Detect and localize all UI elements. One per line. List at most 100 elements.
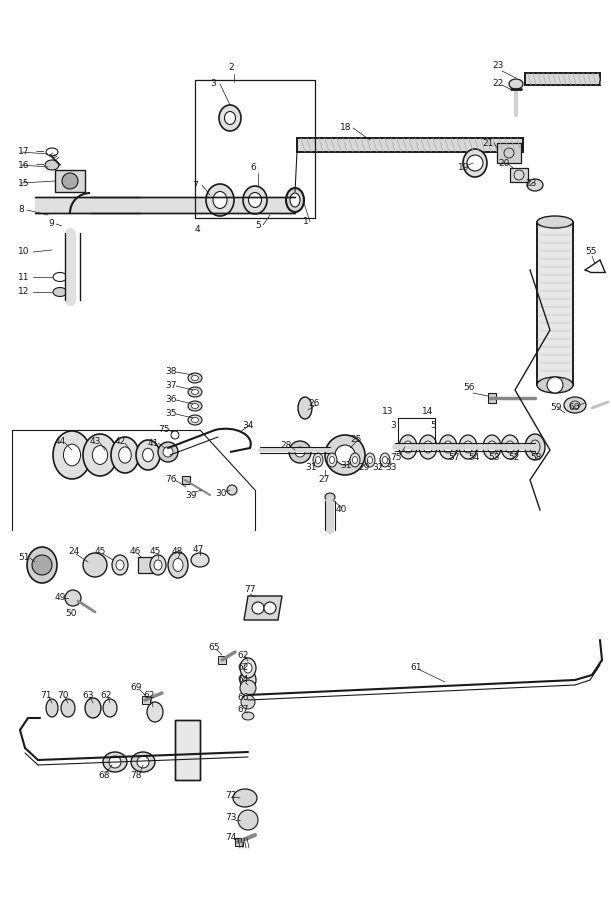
Text: 63: 63 xyxy=(82,690,93,699)
Text: 16: 16 xyxy=(18,160,29,169)
Text: 10: 10 xyxy=(18,248,29,256)
Text: 24: 24 xyxy=(68,547,79,556)
Ellipse shape xyxy=(525,434,545,460)
Text: 70: 70 xyxy=(57,690,68,699)
Ellipse shape xyxy=(329,456,334,464)
Bar xyxy=(235,838,243,846)
Text: 3: 3 xyxy=(390,420,396,429)
Bar xyxy=(497,143,521,163)
Ellipse shape xyxy=(399,435,417,459)
Ellipse shape xyxy=(206,184,234,216)
Text: 39: 39 xyxy=(185,491,197,500)
Ellipse shape xyxy=(191,403,199,409)
Ellipse shape xyxy=(83,434,117,476)
Circle shape xyxy=(252,602,264,614)
Bar xyxy=(218,656,226,664)
Text: 71: 71 xyxy=(40,690,51,699)
Ellipse shape xyxy=(367,456,373,464)
Ellipse shape xyxy=(64,445,81,466)
Ellipse shape xyxy=(382,456,387,464)
Text: 77: 77 xyxy=(244,586,255,595)
Ellipse shape xyxy=(85,698,101,718)
Circle shape xyxy=(83,553,107,577)
Text: 9: 9 xyxy=(48,220,54,229)
Text: 53: 53 xyxy=(488,454,500,463)
Circle shape xyxy=(264,602,276,614)
Text: 19: 19 xyxy=(458,164,469,173)
Ellipse shape xyxy=(45,160,59,170)
Text: 48: 48 xyxy=(172,547,183,556)
Circle shape xyxy=(158,442,178,462)
Ellipse shape xyxy=(112,555,128,575)
Text: 14: 14 xyxy=(422,408,433,417)
Ellipse shape xyxy=(505,441,514,453)
Circle shape xyxy=(289,441,311,463)
Circle shape xyxy=(335,445,355,465)
Text: 21: 21 xyxy=(482,139,493,148)
Ellipse shape xyxy=(423,441,433,453)
Circle shape xyxy=(241,695,255,709)
Bar xyxy=(525,73,600,85)
Text: 42: 42 xyxy=(115,436,126,446)
Polygon shape xyxy=(244,596,282,620)
Circle shape xyxy=(32,555,52,575)
Text: 20: 20 xyxy=(498,158,510,167)
Circle shape xyxy=(163,447,173,457)
Text: 38: 38 xyxy=(165,367,177,376)
Ellipse shape xyxy=(233,789,257,807)
Text: 2: 2 xyxy=(228,64,233,73)
Bar xyxy=(35,197,295,213)
Ellipse shape xyxy=(298,397,312,419)
Text: 46: 46 xyxy=(130,547,141,556)
Text: 31: 31 xyxy=(305,464,316,472)
Ellipse shape xyxy=(213,192,227,209)
Bar xyxy=(55,170,85,192)
Text: 1: 1 xyxy=(303,218,309,227)
Ellipse shape xyxy=(53,287,67,296)
Bar xyxy=(488,393,496,403)
Ellipse shape xyxy=(327,453,337,467)
Ellipse shape xyxy=(249,193,262,208)
Text: 25: 25 xyxy=(350,436,361,445)
Text: 73: 73 xyxy=(225,814,236,823)
Ellipse shape xyxy=(353,456,357,464)
Ellipse shape xyxy=(365,453,375,467)
Ellipse shape xyxy=(286,188,304,212)
Bar xyxy=(182,476,190,484)
Text: 17: 17 xyxy=(18,148,29,157)
Ellipse shape xyxy=(488,441,497,453)
Ellipse shape xyxy=(191,375,199,381)
Text: 5: 5 xyxy=(430,420,436,429)
Ellipse shape xyxy=(564,397,586,413)
Text: 75: 75 xyxy=(390,454,401,463)
Text: 62: 62 xyxy=(100,690,111,699)
Text: 11: 11 xyxy=(18,273,29,282)
Text: 6: 6 xyxy=(250,164,256,173)
Text: 34: 34 xyxy=(242,420,254,429)
Text: 52: 52 xyxy=(508,454,519,463)
Ellipse shape xyxy=(188,415,202,425)
Circle shape xyxy=(295,447,305,457)
Text: 74: 74 xyxy=(225,833,236,842)
Text: 29: 29 xyxy=(358,464,370,472)
Text: 7: 7 xyxy=(192,181,198,190)
Ellipse shape xyxy=(483,435,501,459)
Ellipse shape xyxy=(103,699,117,717)
Text: 35: 35 xyxy=(165,410,177,418)
Ellipse shape xyxy=(142,448,153,462)
Text: 3: 3 xyxy=(210,79,216,88)
Text: 51: 51 xyxy=(18,554,29,562)
Ellipse shape xyxy=(191,553,209,567)
Text: 78: 78 xyxy=(130,770,142,779)
Ellipse shape xyxy=(403,441,412,453)
Ellipse shape xyxy=(188,387,202,397)
Ellipse shape xyxy=(419,435,437,459)
Text: 76: 76 xyxy=(165,475,177,484)
Circle shape xyxy=(137,756,149,768)
Ellipse shape xyxy=(537,377,573,393)
Text: 62: 62 xyxy=(237,651,249,660)
Bar xyxy=(537,222,573,385)
Text: 4: 4 xyxy=(195,226,200,235)
Circle shape xyxy=(62,173,78,189)
Ellipse shape xyxy=(136,440,160,470)
